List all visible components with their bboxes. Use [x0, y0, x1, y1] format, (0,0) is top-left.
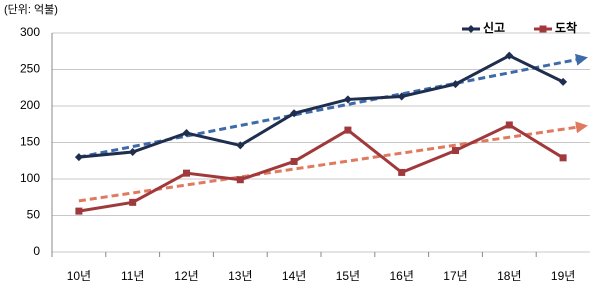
series-line [78, 53, 564, 159]
x-tick-label: 19년 [551, 269, 575, 283]
point [128, 147, 137, 156]
y-tick-label: 300 [20, 25, 40, 39]
point [451, 80, 460, 89]
x-tick-label: 17년 [443, 269, 467, 283]
x-tick-label: 14년 [282, 269, 306, 283]
point [398, 168, 406, 176]
unit-label: (단위: 억불) [4, 3, 58, 16]
x-tick-label: 18년 [497, 269, 521, 283]
x-tick-label: 11년 [121, 269, 145, 283]
point [505, 51, 514, 60]
y-tick-label: 100 [20, 171, 40, 185]
point [559, 77, 568, 86]
point [236, 176, 244, 184]
x-tick-label: 15년 [336, 269, 360, 283]
legend-label: 신고 [483, 20, 505, 35]
legend-label: 도착 [555, 20, 577, 35]
point [505, 121, 513, 129]
y-tick-label: 50 [27, 208, 41, 222]
point [129, 198, 137, 206]
y-tick-label: 0 [33, 244, 40, 258]
y-tick-label: 150 [20, 135, 40, 149]
point [539, 25, 547, 33]
y-tick-label: 250 [20, 62, 40, 76]
point [236, 141, 245, 150]
point [559, 154, 567, 162]
trend-line [78, 121, 588, 203]
y-tick-label: 200 [20, 98, 40, 112]
trend-line [78, 53, 588, 159]
x-tick-label: 16년 [390, 269, 414, 283]
x-tick-label: 12년 [174, 269, 198, 283]
point [467, 25, 475, 33]
point [452, 147, 459, 155]
point [183, 169, 190, 177]
point [75, 207, 83, 215]
point [344, 126, 352, 134]
point [290, 109, 299, 118]
point [290, 157, 298, 165]
x-tick-label: 10년 [67, 269, 91, 283]
point [74, 153, 83, 162]
point [343, 95, 352, 104]
series-line [78, 123, 564, 213]
point [182, 129, 191, 138]
point [397, 92, 406, 101]
x-tick-label: 13년 [228, 269, 252, 283]
